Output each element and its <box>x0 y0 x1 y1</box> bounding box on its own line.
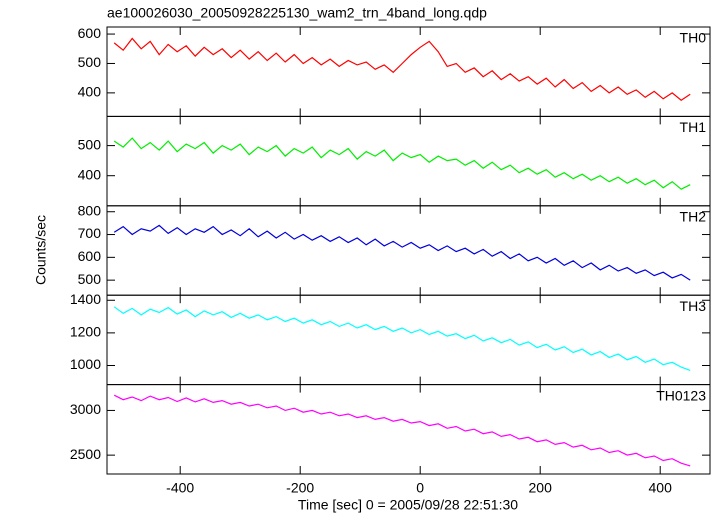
y-tick-label: 600 <box>78 248 102 264</box>
y-tick-label: 500 <box>78 271 102 287</box>
y-tick-label: 2500 <box>70 446 101 462</box>
chart-title: ae100026030_20050928225130_wam2_trn_4ban… <box>107 5 487 21</box>
x-tick-label: 200 <box>529 480 553 496</box>
series-line <box>113 306 691 371</box>
y-tick-label: 700 <box>78 225 102 241</box>
y-tick-label: 3000 <box>70 401 101 417</box>
panel-label: TH0123 <box>656 387 706 403</box>
panel-frame <box>106 294 711 386</box>
y-tick-label: 800 <box>78 202 102 218</box>
panel-label: TH3 <box>680 298 707 314</box>
y-tick-label: 500 <box>78 136 102 152</box>
series-line <box>113 394 691 467</box>
x-tick-label: 0 <box>416 480 424 496</box>
series-line <box>113 137 691 190</box>
y-tick-label: 1200 <box>70 324 101 340</box>
y-axis-label: Counts/sec <box>33 215 49 285</box>
panel-frame <box>106 205 711 296</box>
panel-label: TH0 <box>680 30 707 46</box>
panel-label: TH1 <box>680 119 707 135</box>
y-tick-label: 1400 <box>70 291 101 307</box>
x-tick-label: 400 <box>649 480 673 496</box>
x-tick-label: -400 <box>166 480 194 496</box>
panel-frame <box>106 115 711 207</box>
x-axis-label: Time [sec] 0 = 2005/09/28 22:51:30 <box>298 497 518 513</box>
y-tick-label: 1000 <box>70 356 101 372</box>
panel-frame <box>106 384 711 475</box>
y-tick-label: 500 <box>78 54 102 70</box>
y-tick-label: 400 <box>78 166 102 182</box>
y-tick-label: 600 <box>78 25 102 41</box>
y-tick-label: 400 <box>78 84 102 100</box>
series-line <box>113 37 691 101</box>
panel-frame <box>106 26 711 117</box>
x-tick-label: -200 <box>286 480 314 496</box>
series-line <box>113 224 691 281</box>
panel-label: TH2 <box>680 209 707 225</box>
